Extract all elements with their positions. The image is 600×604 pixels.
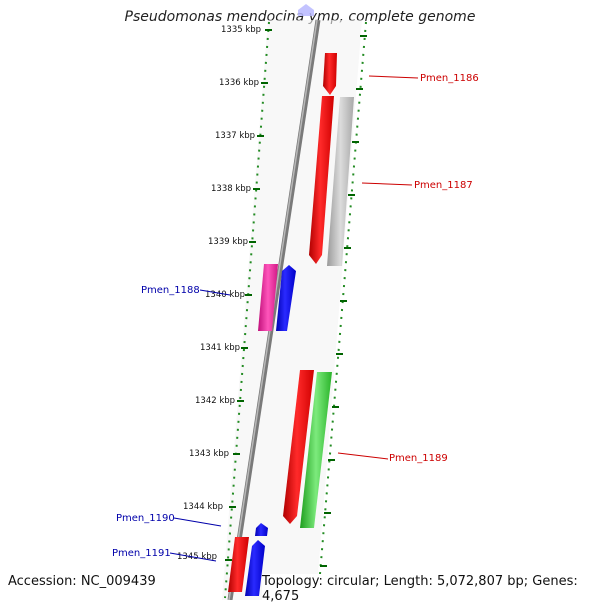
leader-line	[173, 517, 222, 527]
gene-pmen-1189[interactable]	[283, 370, 314, 524]
tick-label: 1343 kbp	[189, 449, 229, 459]
tick-label: 1340 kbp	[205, 290, 245, 300]
gene-label-pmen-1186[interactable]: Pmen_1186	[420, 73, 479, 84]
tick-label: 1337 kbp	[215, 131, 255, 141]
tick-label: 1339 kbp	[208, 237, 248, 247]
left-dotted-guide	[224, 21, 270, 599]
tick-label: 1342 kbp	[195, 396, 235, 406]
tick-label: 1338 kbp	[211, 184, 251, 194]
gene-label-pmen-1189[interactable]: Pmen_1189	[389, 453, 448, 464]
tick-label: 1345 kbp	[177, 552, 217, 562]
tick-label: 1336 kbp	[219, 78, 259, 88]
gene-feature[interactable]	[276, 265, 296, 331]
gene-feature[interactable]	[327, 97, 354, 266]
right-ticks	[320, 35, 367, 567]
accession-text: Accession: NC_009439	[8, 574, 156, 589]
gene-feature[interactable]	[300, 372, 332, 528]
gene-label-pmen-1190[interactable]: Pmen_1190	[116, 513, 175, 524]
topology-summary: Topology: circular; Length: 5,072,807 bp…	[262, 574, 600, 604]
map-title: Pseudomonas mendocina ymp, complete geno…	[124, 9, 476, 25]
gene-feature[interactable]	[298, 4, 314, 16]
tick-label: 1341 kbp	[200, 343, 240, 353]
gene-label-pmen-1187[interactable]: Pmen_1187	[414, 180, 473, 191]
gene-label-pmen-1188[interactable]: Pmen_1188	[141, 285, 200, 296]
genome-backbone	[227, 19, 321, 600]
gene-pmen-1191[interactable]	[228, 537, 249, 592]
leader-line	[361, 182, 413, 186]
gene-pmen-1190[interactable]	[255, 523, 268, 536]
left-ticks	[225, 29, 272, 561]
leader-line	[199, 289, 231, 296]
tick-label: 1344 kbp	[183, 502, 223, 512]
gene-pmen-1186[interactable]	[323, 53, 337, 95]
leader-line	[368, 75, 419, 79]
gene-pmen-1187[interactable]	[309, 96, 334, 264]
leader-line	[169, 552, 217, 562]
gene-label-pmen-1191[interactable]: Pmen_1191	[112, 548, 171, 559]
tick-label: 1335 kbp	[221, 25, 261, 35]
leader-line	[337, 452, 389, 460]
gene-pmen-1188[interactable]	[258, 264, 278, 331]
gene-feature[interactable]	[245, 540, 265, 596]
right-dotted-guide	[317, 21, 367, 599]
